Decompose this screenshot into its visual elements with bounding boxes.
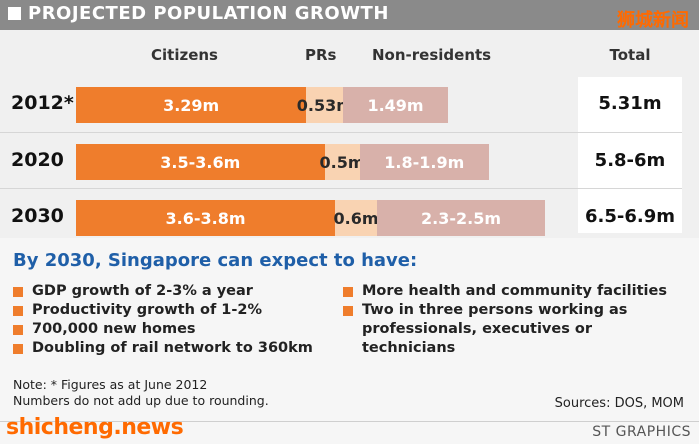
list-item: Doubling of rail network to 360km xyxy=(13,339,313,358)
category-label: 2030 xyxy=(11,205,64,227)
category-label: 2012* xyxy=(11,92,74,114)
square-icon xyxy=(8,7,21,20)
bar-non-residents: 2.3-2.5m xyxy=(377,200,545,236)
bar-prs: 0.5m xyxy=(320,144,365,180)
bar-citizens: 3.29m xyxy=(76,87,307,123)
info-background xyxy=(0,238,699,444)
row-divider xyxy=(0,132,578,133)
legend-citizens: Citizens xyxy=(151,46,218,64)
bullet-list-right: More health and community facilities Two… xyxy=(343,282,693,358)
bar-citizens: 3.5-3.6m xyxy=(76,144,325,180)
credit: ST GRAPHICS xyxy=(592,424,691,440)
chart-title: PROJECTED POPULATION GROWTH xyxy=(28,3,389,24)
total-value: 6.5-6.9m xyxy=(585,206,675,227)
square-bullet-icon xyxy=(13,306,23,316)
list-item: More health and community facilities xyxy=(343,282,693,301)
square-bullet-icon xyxy=(13,287,23,297)
total-header: Total xyxy=(609,46,651,64)
watermark-bottom: shicheng.news xyxy=(6,415,184,440)
list-item: Two in three persons working as professi… xyxy=(343,301,693,358)
total-value: 5.8-6m xyxy=(594,150,666,171)
bullet-list-left: GDP growth of 2-3% a year Productivity g… xyxy=(13,282,313,358)
list-item: Productivity growth of 1-2% xyxy=(13,301,313,320)
square-bullet-icon xyxy=(13,344,23,354)
square-bullet-icon xyxy=(13,325,23,335)
footnote-line: Numbers do not add up due to rounding. xyxy=(13,393,269,408)
divider xyxy=(0,421,699,422)
footnote-line: Note: * Figures as at June 2012 xyxy=(13,377,208,392)
square-bullet-icon xyxy=(343,306,353,316)
sources: Sources: DOS, MOM xyxy=(554,396,684,411)
legend-non-residents: Non-residents xyxy=(372,46,492,64)
total-divider xyxy=(578,188,682,189)
expect-heading: By 2030, Singapore can expect to have: xyxy=(13,250,418,271)
bar-prs: 0.53m xyxy=(297,87,353,123)
total-value: 5.31m xyxy=(598,93,662,114)
square-bullet-icon xyxy=(343,287,353,297)
category-label: 2020 xyxy=(11,149,64,171)
bar-non-residents: 1.8-1.9m xyxy=(359,144,489,180)
total-divider xyxy=(578,132,682,133)
watermark-top: 狮城新闻 xyxy=(617,10,689,31)
bar-prs: 0.6m xyxy=(334,200,379,236)
bar-citizens: 3.6-3.8m xyxy=(76,200,335,236)
title-band xyxy=(0,0,699,30)
total-column xyxy=(578,77,682,233)
row-divider xyxy=(0,188,578,189)
list-item: GDP growth of 2-3% a year xyxy=(13,282,313,301)
list-item: 700,000 new homes xyxy=(13,320,313,339)
title-area: PROJECTED POPULATION GROWTH xyxy=(8,3,389,24)
footnote: Note: * Figures as at June 2012 Numbers … xyxy=(13,377,269,409)
bar-non-residents: 1.49m xyxy=(343,87,448,123)
legend-prs: PRs xyxy=(305,46,337,64)
